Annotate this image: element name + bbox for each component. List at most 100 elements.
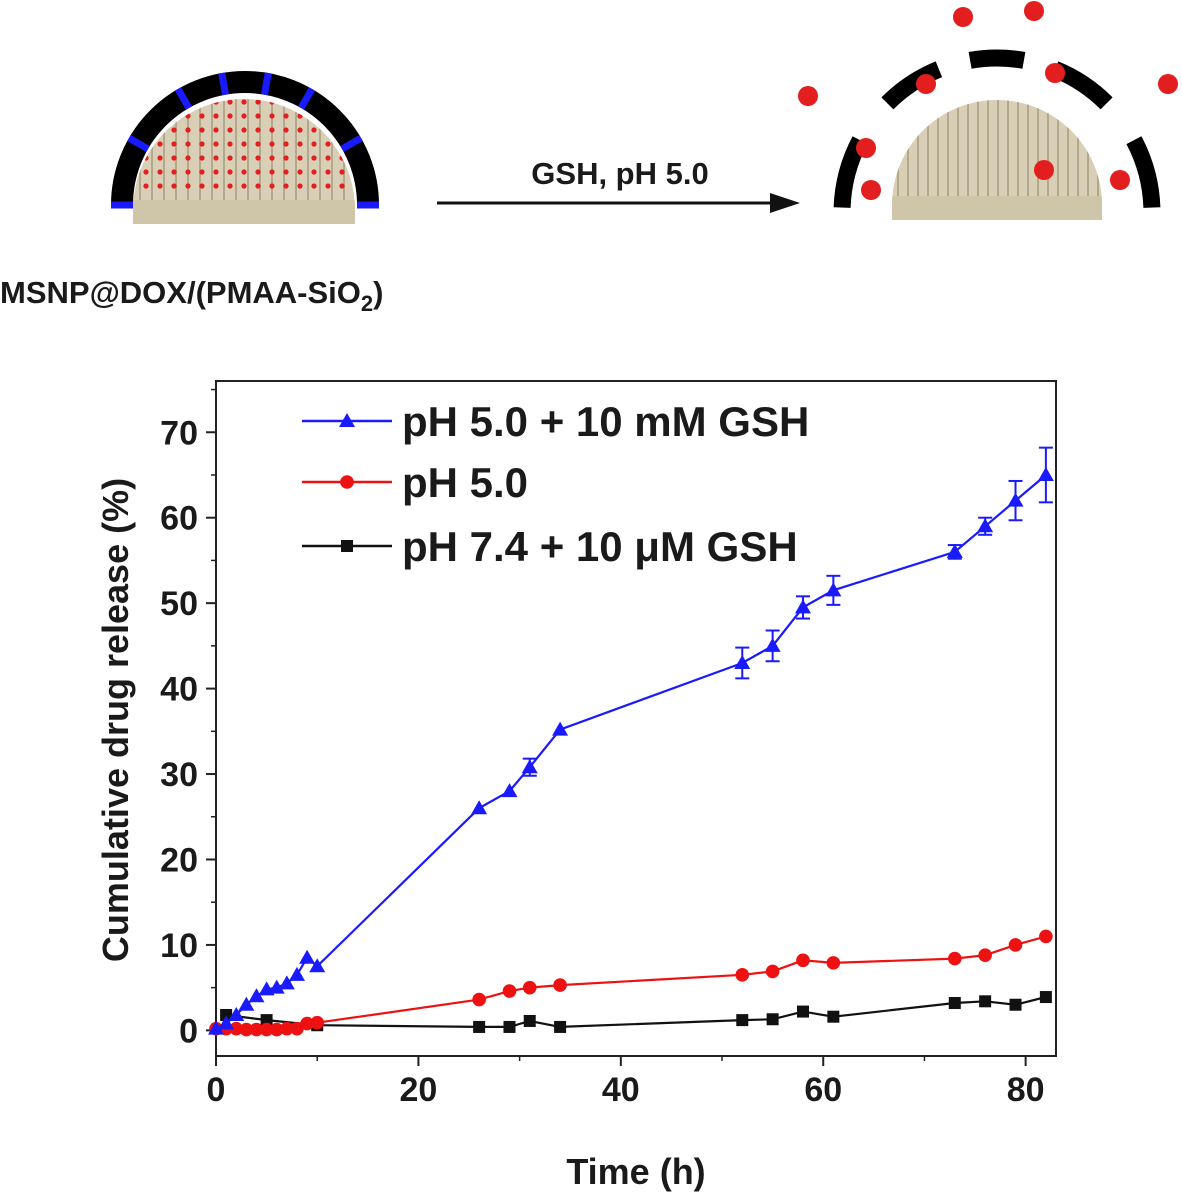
loaded-drug-dot [241, 127, 247, 133]
loaded-drug-dot [325, 183, 331, 189]
loaded-drug-dot [269, 155, 275, 161]
data-point [290, 1021, 304, 1036]
loaded-drug-dot [269, 113, 275, 119]
data-point [825, 582, 842, 597]
loaded-drug-dot [199, 169, 205, 175]
loaded-drug-dot [255, 99, 261, 105]
data-point [979, 995, 992, 1008]
loaded-drug-dot [255, 155, 261, 161]
loaded-drug-dot [171, 141, 177, 147]
loaded-drug-dot [283, 113, 289, 119]
loaded-drug-dot [171, 183, 177, 189]
data-point [501, 783, 518, 798]
loaded-drug-dot [227, 113, 233, 119]
loaded-drug-dot [199, 113, 205, 119]
shell-fragment [1126, 136, 1161, 209]
x-tick-label: 40 [602, 1071, 640, 1109]
arrow-condition-label: GSH, pH 5.0 [531, 156, 708, 191]
y-tick-label: 60 [160, 500, 198, 538]
data-point [300, 1016, 314, 1031]
loaded-drug-dot [269, 141, 275, 147]
series-triangle [208, 446, 1054, 1035]
data-point [977, 518, 994, 533]
loaded-drug-dot [339, 169, 345, 175]
legend-marker [339, 413, 355, 427]
loaded-drug-dot [283, 169, 289, 175]
y-tick-label: 20 [160, 841, 198, 879]
data-point [278, 975, 295, 990]
loaded-drug-dot [297, 141, 303, 147]
core-base [133, 200, 355, 224]
loaded-drug-dot [185, 141, 191, 147]
released-drug-molecule [856, 138, 876, 158]
y-tick-label: 0 [179, 1012, 198, 1050]
released-drug-molecule [1034, 160, 1054, 180]
released-drug-molecule [861, 180, 881, 200]
loaded-drug-dot [227, 127, 233, 133]
plot-frame [215, 380, 1057, 1057]
legend-label: pH 7.4 + 10 μM GSH [402, 523, 798, 570]
data-point [521, 759, 538, 774]
data-point [249, 1022, 264, 1037]
y-tick-label: 50 [160, 585, 198, 623]
legend-entry: pH 7.4 + 10 μM GSH [302, 523, 798, 570]
data-point [736, 1014, 749, 1027]
loaded-drug-dot [157, 183, 163, 189]
series-line [216, 935, 1047, 1031]
loaded-drug-dot [227, 141, 233, 147]
data-point [947, 951, 962, 966]
y-tick-label: 10 [160, 927, 198, 965]
data-point [502, 984, 517, 998]
loaded-drug-dot [297, 127, 303, 133]
data-point [310, 1015, 325, 1030]
data-point [735, 968, 750, 982]
x-axis-label: Time (h) [566, 1151, 705, 1192]
particle-formula-label: MSNP@DOX/(PMAA-SiO2) [0, 275, 383, 316]
data-point [473, 1020, 486, 1033]
loaded-drug-dot [269, 183, 275, 189]
disulfide-crosslink [218, 72, 229, 96]
loaded-drug-dot [255, 127, 261, 133]
legend-marker [340, 475, 354, 489]
loaded-drug-dot [297, 183, 303, 189]
data-point [280, 1021, 294, 1036]
x-tick-label: 80 [1007, 1071, 1045, 1109]
data-point [268, 979, 285, 994]
disulfide-crosslink [340, 134, 363, 153]
data-point [248, 988, 265, 1003]
data-point [523, 1014, 536, 1027]
data-point [239, 1022, 254, 1037]
loaded-drug-dot [157, 169, 163, 175]
loaded-drug-dot [185, 127, 191, 133]
legend-entry: pH 5.0 + 10 mM GSH [302, 398, 809, 445]
loaded-drug-dot [227, 155, 233, 161]
y-tick-label: 30 [160, 756, 198, 794]
released-drug-molecule [1024, 1, 1044, 21]
data-point [1007, 492, 1024, 507]
data-point [522, 980, 537, 995]
loaded-drug-dot [199, 183, 205, 189]
released-drug-molecule [1110, 170, 1130, 190]
disulfide-crosslink [174, 87, 193, 110]
loaded-drug-dot [157, 155, 163, 161]
data-point [260, 1014, 273, 1027]
data-point [220, 1008, 233, 1021]
y-tick-label: 40 [160, 671, 198, 709]
released-nanoparticle [798, 1, 1178, 220]
data-point [553, 978, 567, 992]
data-point [1037, 466, 1054, 481]
disulfide-crosslink [127, 134, 150, 153]
disulfide-crosslink [297, 87, 316, 110]
released-drug-molecule [953, 7, 973, 27]
data-point [946, 543, 963, 558]
shell-fragment [881, 61, 943, 110]
loaded-drug-dot [185, 169, 191, 175]
loaded-drug-dot [227, 183, 233, 189]
data-point [1039, 991, 1052, 1004]
released-drug-molecule [1045, 63, 1065, 83]
reaction-arrow [437, 193, 800, 213]
loaded-drug-dot [199, 127, 205, 133]
loaded-drug-dot [171, 169, 177, 175]
loaded-drug-dot [283, 141, 289, 147]
loaded-drug-dot [185, 155, 191, 161]
